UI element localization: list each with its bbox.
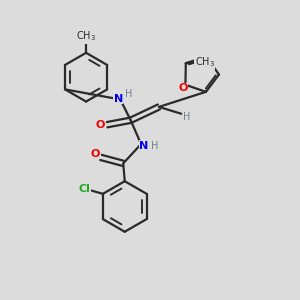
Text: O: O (96, 120, 105, 130)
Text: Cl: Cl (79, 184, 90, 194)
Text: CH$_3$: CH$_3$ (195, 56, 215, 69)
Text: H: H (125, 89, 132, 99)
Text: O: O (178, 83, 188, 93)
Text: N: N (140, 140, 149, 151)
Text: N: N (114, 94, 123, 104)
Text: O: O (91, 149, 100, 159)
Text: H: H (152, 140, 159, 151)
Text: CH$_3$: CH$_3$ (76, 29, 96, 43)
Text: H: H (183, 112, 190, 122)
